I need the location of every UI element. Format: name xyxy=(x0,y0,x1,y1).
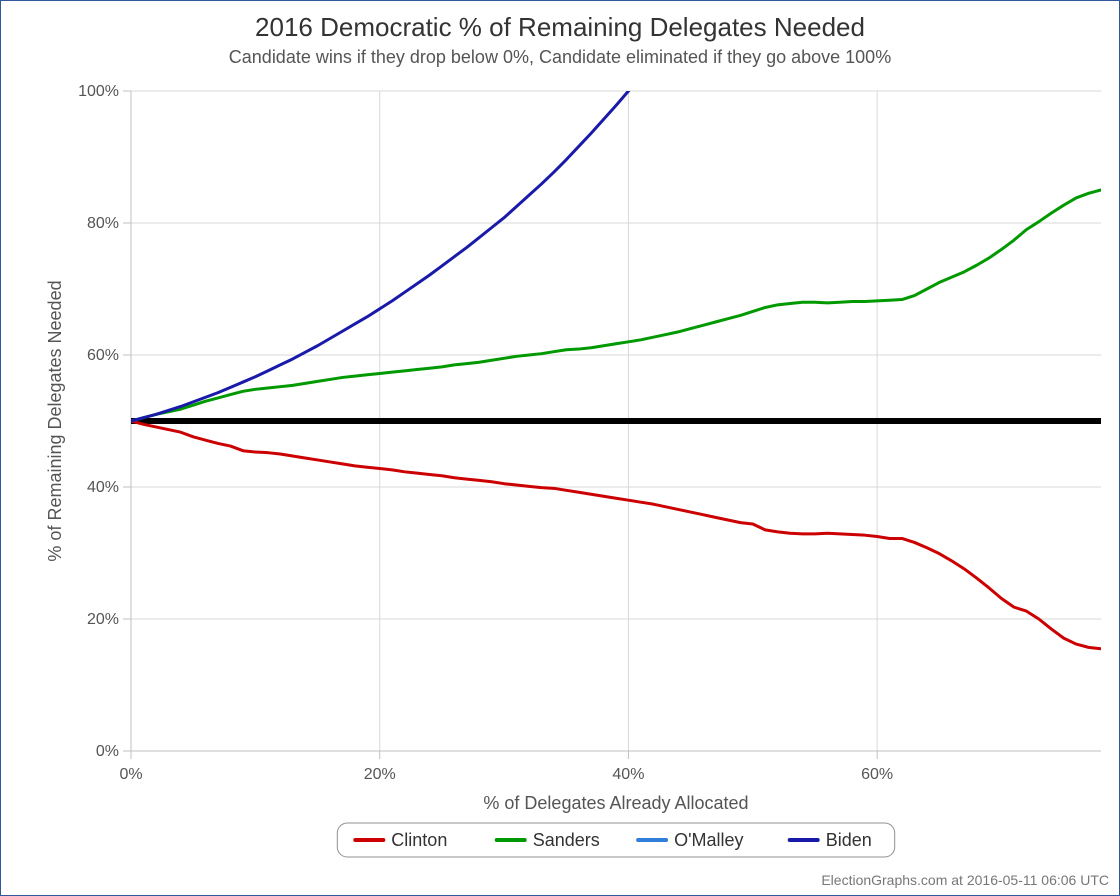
x-tick-label: 0% xyxy=(119,766,142,783)
y-tick-label: 40% xyxy=(87,479,119,496)
y-tick-label: 100% xyxy=(78,83,119,100)
chart-title: 2016 Democratic % of Remaining Delegates… xyxy=(255,12,865,42)
x-axis-label: % of Delegates Already Allocated xyxy=(483,793,748,813)
legend-item-label[interactable]: Sanders xyxy=(533,830,600,850)
y-axis-ticks: 0% 20% 40% 60% 80% 100% xyxy=(78,83,131,760)
y-tick-label: 20% xyxy=(87,611,119,628)
chart-subtitle: Candidate wins if they drop below 0%, Ca… xyxy=(229,47,891,67)
x-tick-label: 40% xyxy=(612,766,644,783)
y-tick-label: 0% xyxy=(96,743,119,760)
x-tick-label: 20% xyxy=(364,766,396,783)
x-axis-ticks: 0% 20% 40% 60% xyxy=(119,751,893,783)
x-tick-label: 60% xyxy=(861,766,893,783)
legend-item-label[interactable]: Clinton xyxy=(391,830,447,850)
chart-series-group xyxy=(131,1,1101,649)
legend-item-label[interactable]: Biden xyxy=(826,830,872,850)
chart-credits: ElectionGraphs.com at 2016-05-11 06:06 U… xyxy=(821,872,1109,888)
series-line-clinton[interactable] xyxy=(131,421,1101,649)
delegate-chart: 2016 Democratic % of Remaining Delegates… xyxy=(1,1,1119,895)
chart-legend: Clinton Sanders O'Malley Biden xyxy=(337,823,894,857)
series-line-sanders[interactable] xyxy=(131,190,1101,421)
legend-item-label[interactable]: O'Malley xyxy=(674,830,743,850)
y-axis-label: % of Remaining Delegates Needed xyxy=(45,280,65,561)
y-tick-label: 80% xyxy=(87,215,119,232)
y-tick-label: 60% xyxy=(87,347,119,364)
